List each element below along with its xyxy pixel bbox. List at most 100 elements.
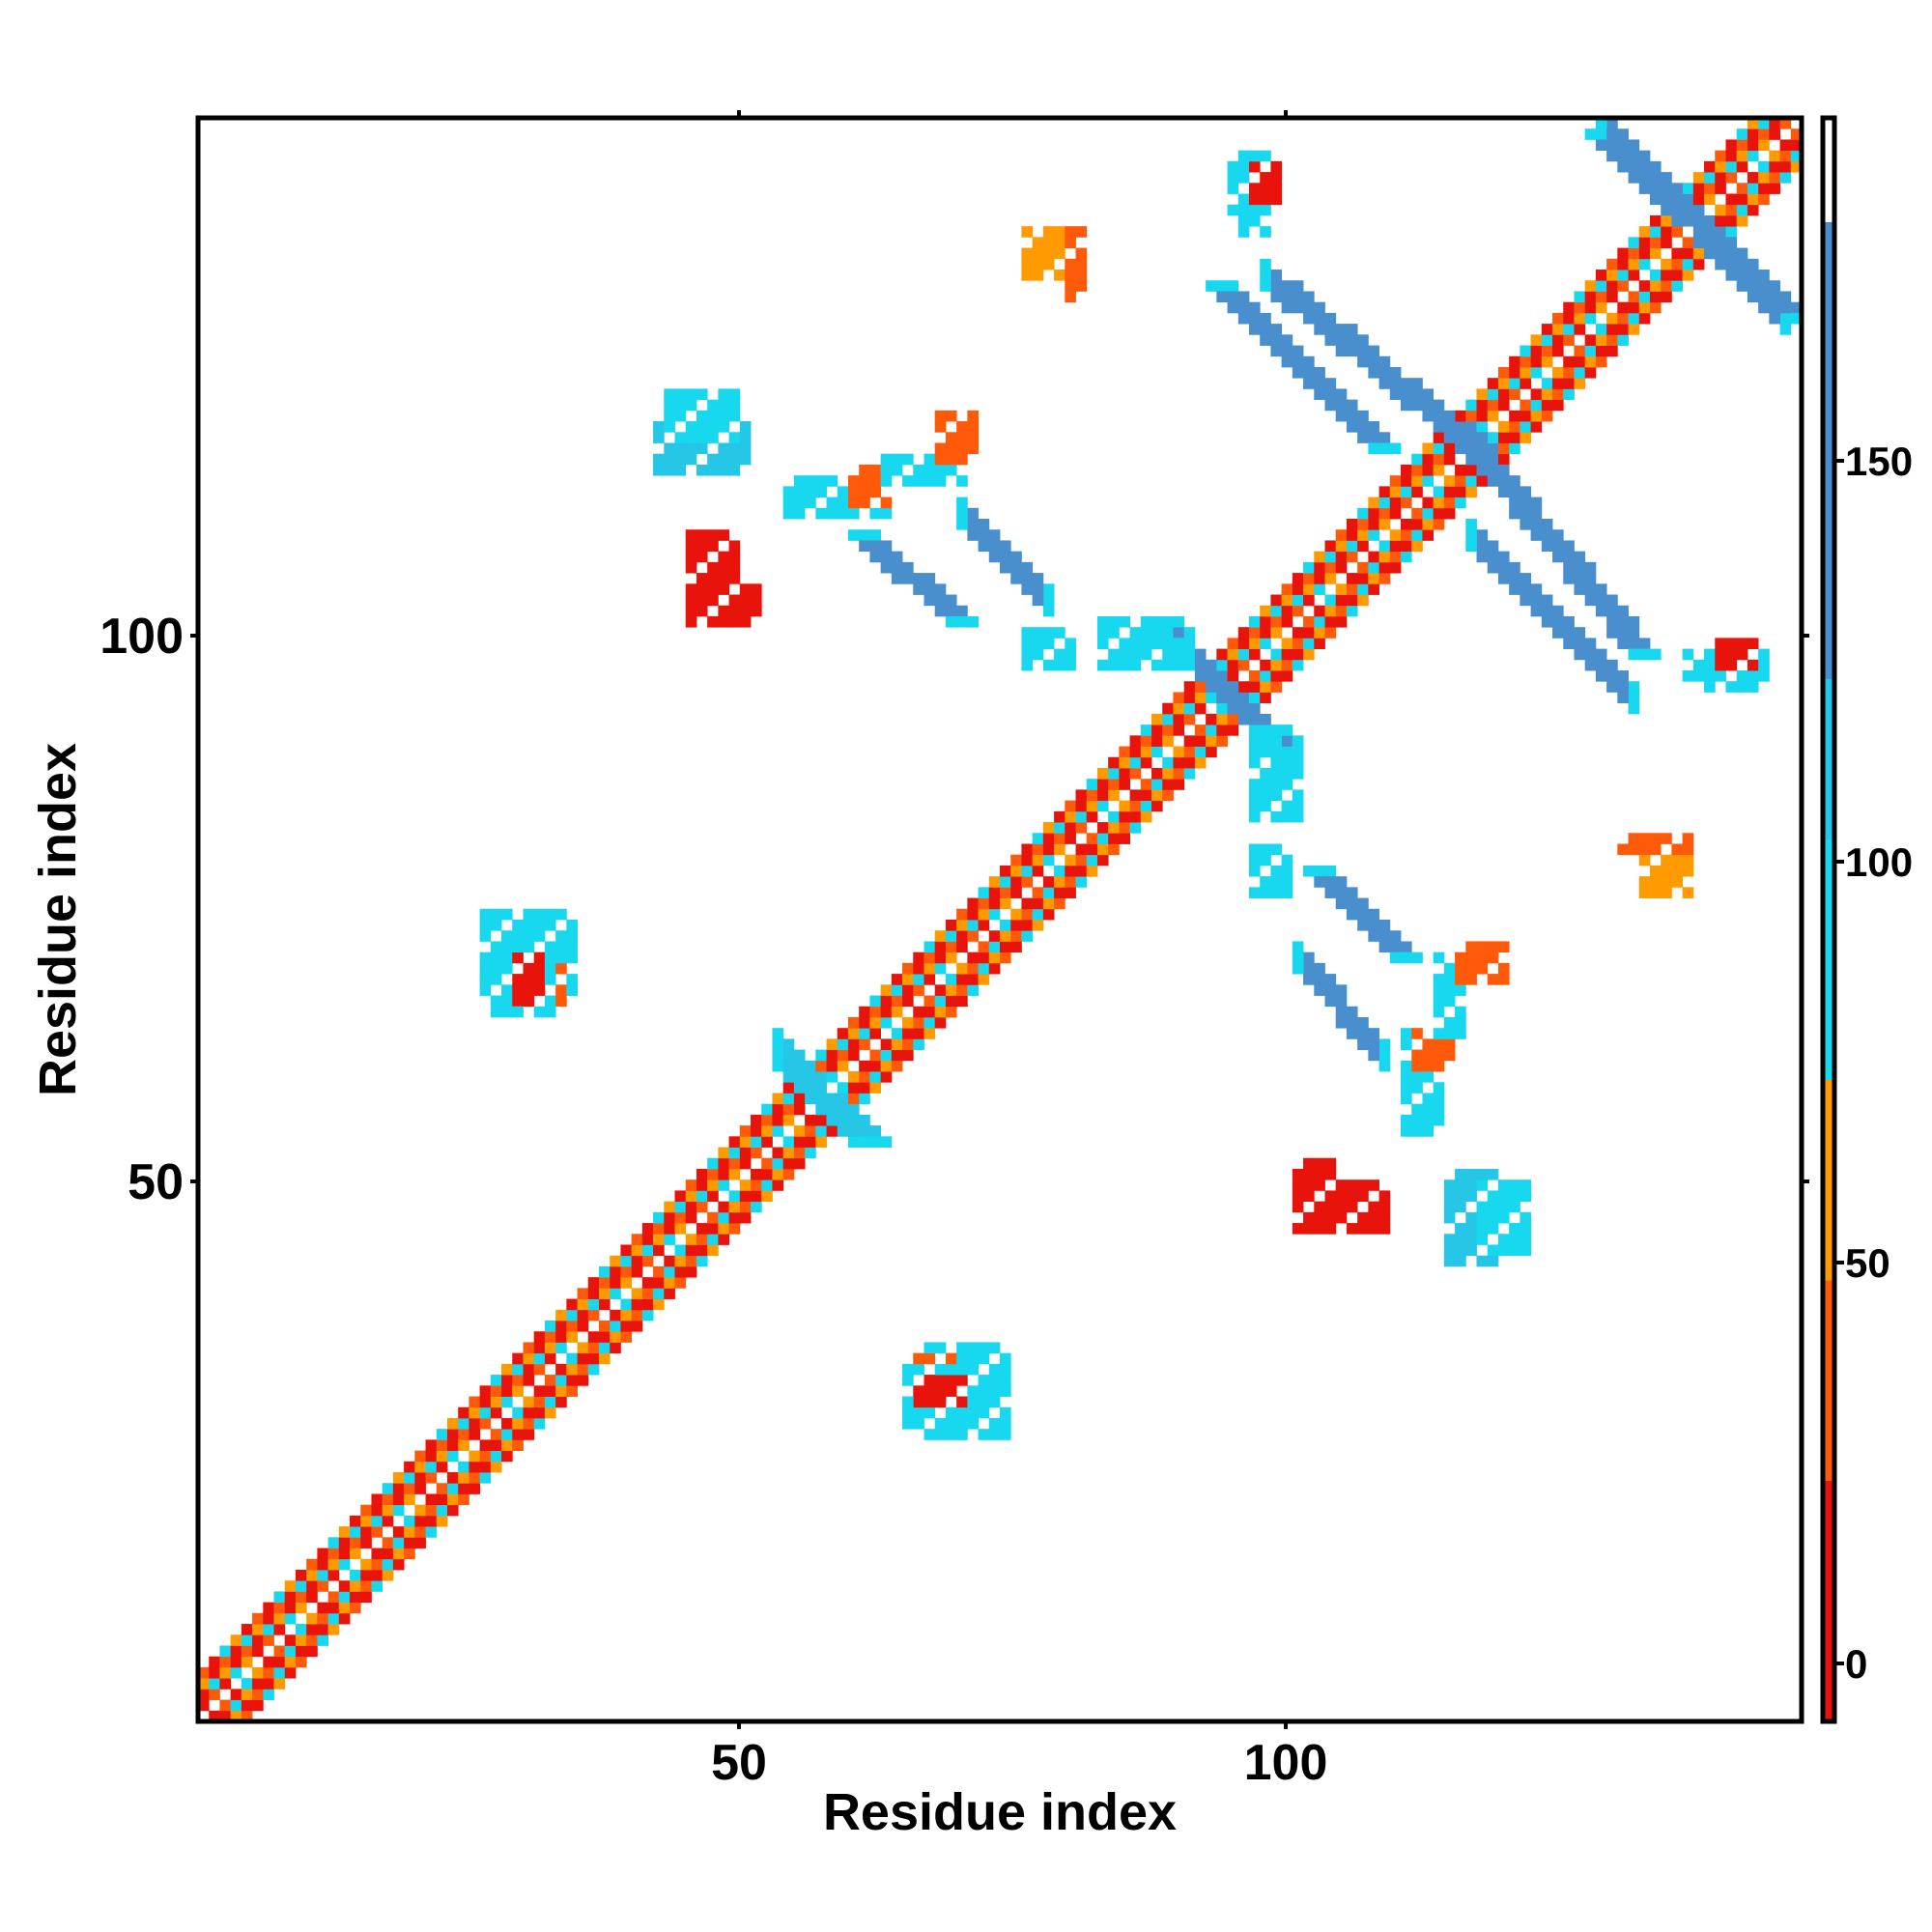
heatmap-cell bbox=[1378, 442, 1391, 455]
heatmap-cell bbox=[1584, 648, 1597, 661]
heatmap-cell bbox=[1378, 486, 1391, 497]
heatmap-cell bbox=[1617, 638, 1629, 649]
heatmap-cell bbox=[782, 1060, 795, 1072]
heatmap-cell bbox=[1054, 648, 1065, 661]
heatmap-cell bbox=[826, 1071, 838, 1083]
heatmap-cell bbox=[1227, 724, 1239, 736]
heatmap-cell bbox=[1497, 421, 1510, 433]
heatmap-cell bbox=[1389, 561, 1402, 574]
heatmap-cell bbox=[1260, 854, 1271, 867]
heatmap-cell bbox=[1314, 378, 1325, 389]
heatmap-cell bbox=[1119, 756, 1130, 769]
heatmap-cell bbox=[1520, 507, 1531, 520]
heatmap-cell bbox=[1455, 1223, 1466, 1235]
heatmap-cell bbox=[1151, 627, 1163, 639]
heatmap-cell bbox=[587, 1277, 600, 1289]
heatmap-cell bbox=[1314, 638, 1325, 649]
heatmap-cell bbox=[641, 1277, 654, 1289]
heatmap-cell bbox=[599, 1288, 611, 1299]
heatmap-cell bbox=[1324, 561, 1337, 574]
heatmap-cell bbox=[1443, 1234, 1456, 1245]
heatmap-cell bbox=[1368, 519, 1379, 530]
heatmap-cell bbox=[1530, 334, 1543, 346]
heatmap-cell bbox=[869, 995, 882, 1008]
heatmap-cell bbox=[404, 1548, 415, 1560]
heatmap-cell bbox=[880, 1136, 893, 1148]
heatmap-cell bbox=[1270, 594, 1283, 607]
heatmap-cell bbox=[1725, 150, 1738, 162]
heatmap-cell bbox=[913, 583, 924, 595]
heatmap-cell bbox=[1324, 995, 1337, 1008]
heatmap-cell bbox=[1465, 1234, 1477, 1245]
heatmap-cell bbox=[967, 421, 979, 433]
heatmap-cell bbox=[1065, 833, 1076, 844]
heatmap-cell bbox=[479, 1385, 492, 1397]
heatmap-cell bbox=[1443, 962, 1456, 975]
heatmap-cell bbox=[945, 1375, 957, 1386]
heatmap-cell bbox=[1563, 573, 1575, 584]
heatmap-cell bbox=[404, 1537, 415, 1548]
heatmap-cell bbox=[1692, 183, 1705, 194]
heatmap-cell bbox=[469, 1472, 481, 1484]
heatmap-cell bbox=[1389, 442, 1402, 455]
heatmap-cell bbox=[587, 1288, 600, 1299]
heatmap-cell bbox=[555, 1331, 567, 1343]
heatmap-cell bbox=[793, 1125, 806, 1137]
heatmap-cell bbox=[902, 984, 914, 996]
heatmap-cell bbox=[295, 1591, 307, 1604]
heatmap-cell bbox=[1335, 1190, 1348, 1203]
heatmap-cell bbox=[1292, 648, 1304, 661]
heatmap-cell bbox=[1649, 237, 1662, 248]
heatmap-cell bbox=[1248, 615, 1261, 628]
heatmap-cell bbox=[1422, 497, 1435, 509]
heatmap-cell bbox=[1476, 421, 1489, 433]
heatmap-cell bbox=[501, 1439, 513, 1451]
heatmap-cell bbox=[512, 1406, 524, 1419]
heatmap-cell bbox=[284, 1634, 297, 1646]
heatmap-cell bbox=[1270, 648, 1283, 661]
heatmap-cell bbox=[1000, 1352, 1011, 1365]
heatmap-cell bbox=[1042, 605, 1055, 617]
heatmap-cell bbox=[1552, 388, 1564, 401]
heatmap-cell bbox=[653, 453, 665, 466]
heatmap-cell bbox=[1324, 324, 1337, 335]
heatmap-cell bbox=[1054, 887, 1065, 898]
heatmap-cell bbox=[1368, 366, 1379, 379]
heatmap-cell bbox=[751, 1168, 762, 1180]
heatmap-cell bbox=[1617, 843, 1629, 856]
heatmap-cell bbox=[696, 1190, 708, 1203]
heatmap-cell bbox=[1260, 746, 1271, 758]
heatmap-cell bbox=[1487, 974, 1499, 985]
heatmap-cell bbox=[761, 1114, 773, 1126]
heatmap-cell bbox=[1509, 442, 1520, 455]
heatmap-cell bbox=[891, 995, 903, 1008]
heatmap-cell bbox=[1378, 1038, 1391, 1050]
heatmap-cell bbox=[1151, 659, 1163, 671]
heatmap-cell bbox=[479, 908, 492, 921]
heatmap-cell bbox=[1292, 1168, 1304, 1180]
heatmap-cell bbox=[1595, 659, 1607, 671]
heatmap-cell bbox=[1260, 183, 1271, 194]
heatmap-cell bbox=[533, 930, 546, 942]
heatmap-cell bbox=[934, 930, 947, 942]
heatmap-cell bbox=[1790, 128, 1803, 140]
heatmap-cell bbox=[902, 1028, 914, 1039]
heatmap-cell bbox=[1314, 1168, 1325, 1180]
heatmap-cell bbox=[653, 1234, 665, 1245]
heatmap-cell bbox=[1455, 1190, 1466, 1203]
heatmap-cell bbox=[1465, 475, 1477, 487]
heatmap-cell bbox=[967, 974, 979, 985]
heatmap-cell bbox=[1704, 183, 1716, 194]
heatmap-cell bbox=[512, 941, 524, 953]
heatmap-cell bbox=[674, 1223, 687, 1235]
heatmap-cell bbox=[620, 1255, 633, 1267]
heatmap-cell bbox=[967, 984, 979, 996]
heatmap-cell bbox=[599, 1265, 611, 1278]
heatmap-cell bbox=[880, 1006, 893, 1018]
heatmap-cell bbox=[436, 1504, 448, 1517]
heatmap-cell bbox=[327, 1548, 340, 1560]
heatmap-cell bbox=[284, 1666, 297, 1679]
heatmap-cell bbox=[718, 1201, 729, 1213]
heatmap-cell bbox=[1248, 702, 1261, 715]
heatmap-cell bbox=[620, 1277, 633, 1289]
